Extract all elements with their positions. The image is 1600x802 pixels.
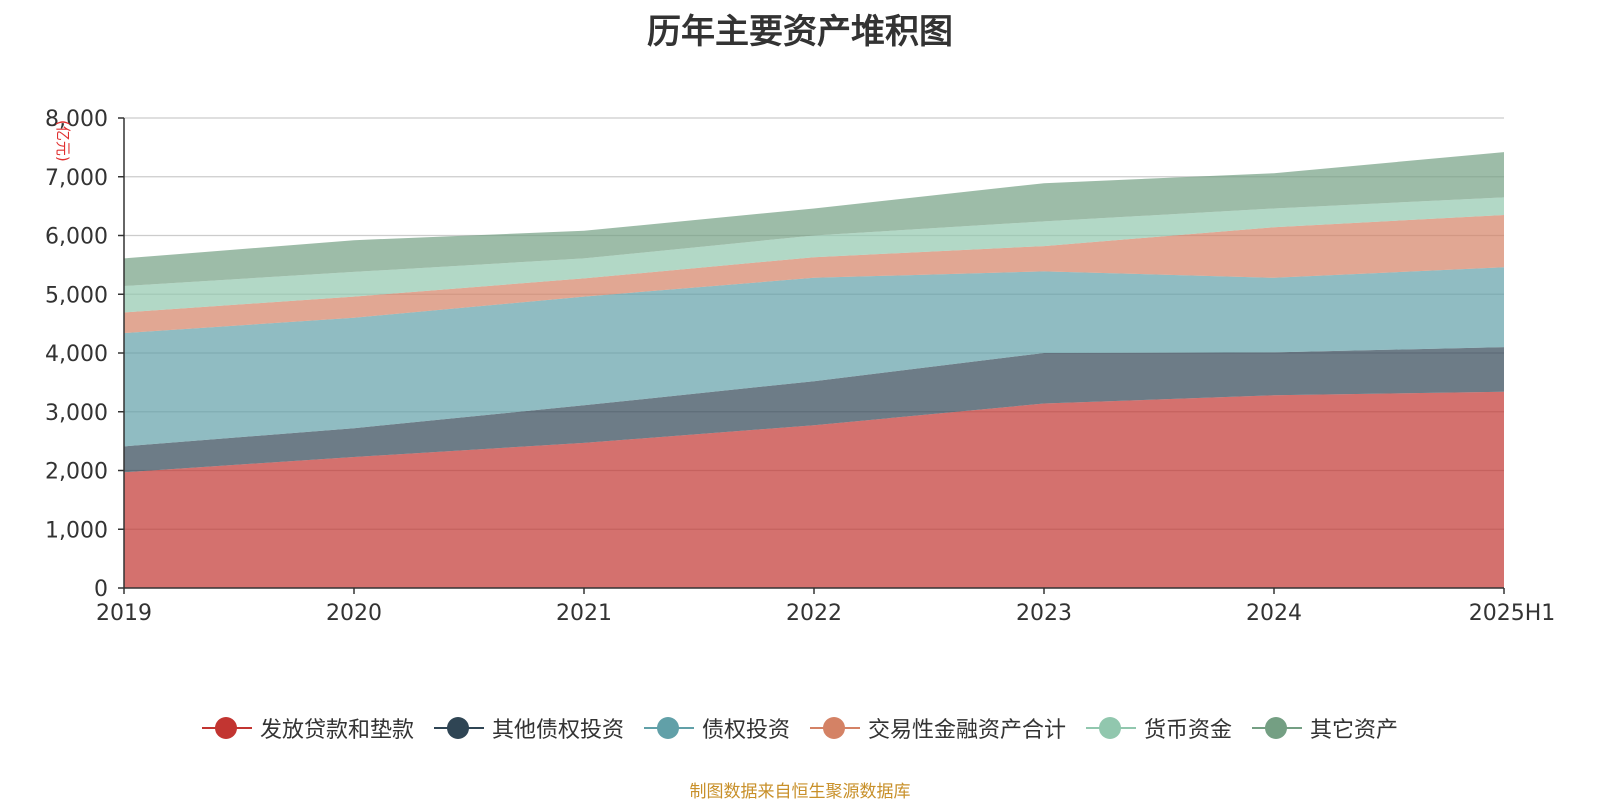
x-tick-label: 2020 (326, 601, 382, 626)
x-tick-label: 2019 (96, 601, 152, 626)
area-series-3 (124, 214, 1504, 334)
area-series-1 (124, 347, 1504, 473)
y-tick-label: 2,000 (45, 460, 108, 485)
legend-marker-icon (1252, 716, 1303, 740)
x-tick-label: 2024 (1246, 601, 1302, 626)
area-series-5 (124, 152, 1504, 287)
area-series (124, 152, 1504, 588)
data-source-note: 制图数据来自恒生聚源数据库 (689, 782, 911, 802)
y-tick-label: 6,000 (45, 225, 108, 250)
y-axis-unit-label: (亿元) (54, 120, 72, 162)
x-tick-label: 2022 (786, 601, 842, 626)
legend: 发放贷款和垫款 其他债权投资 债权投资 交易性金融资产合计 货币资金 其它资产 (0, 712, 1600, 744)
legend-label: 债权投资 (701, 718, 790, 743)
legend-label: 其他债权投资 (491, 718, 624, 743)
y-tick-label: 8,000 (45, 107, 108, 132)
x-tick-label: 2025H1 (1469, 601, 1556, 626)
legend-marker-icon (810, 716, 860, 740)
legend-label: 交易性金融资产合计 (868, 718, 1067, 743)
legend-item-3[interactable]: 交易性金融资产合计 (810, 712, 1066, 744)
legend-item-5[interactable]: 其它资产 (1252, 712, 1398, 744)
legend-label: 货币资金 (1144, 718, 1233, 743)
y-tick-label: 7,000 (45, 166, 108, 191)
y-tick-label: 3,000 (45, 401, 108, 426)
area-series-4 (124, 197, 1504, 313)
area-series-2 (124, 267, 1504, 447)
legend-label: 发放贷款和垫款 (259, 718, 414, 743)
chart-title: 历年主要资产堆积图 (647, 12, 953, 52)
legend-item-4[interactable]: 货币资金 (1086, 712, 1232, 744)
area-series-0 (124, 391, 1504, 588)
x-tick-label: 2021 (556, 601, 612, 626)
axes: 0 1,000 2,000 3,000 4,000 5,000 6,000 7,000 8,00… (45, 107, 1555, 626)
stacked-area-chart: 0 1,000 2,000 3,000 4,000 5,000 6,000 7,000 8,00… (45, 107, 1555, 626)
legend-item-0[interactable]: 发放贷款和垫款 (201, 712, 414, 744)
y-tick-label: 0 (94, 577, 108, 602)
legend-marker-icon (201, 716, 252, 740)
legend-item-1[interactable]: 其他债权投资 (433, 712, 624, 744)
legend-item-2[interactable]: 债权投资 (643, 712, 790, 744)
legend-marker-icon (433, 716, 484, 740)
legend-marker-icon (1086, 716, 1137, 740)
legend-marker-icon (643, 716, 694, 740)
legend-label: 其它资产 (1310, 718, 1399, 743)
x-tick-label: 2023 (1016, 601, 1072, 626)
y-tick-label: 4,000 (45, 342, 108, 367)
y-tick-label: 1,000 (45, 518, 108, 543)
y-tick-label: 5,000 (45, 283, 108, 308)
